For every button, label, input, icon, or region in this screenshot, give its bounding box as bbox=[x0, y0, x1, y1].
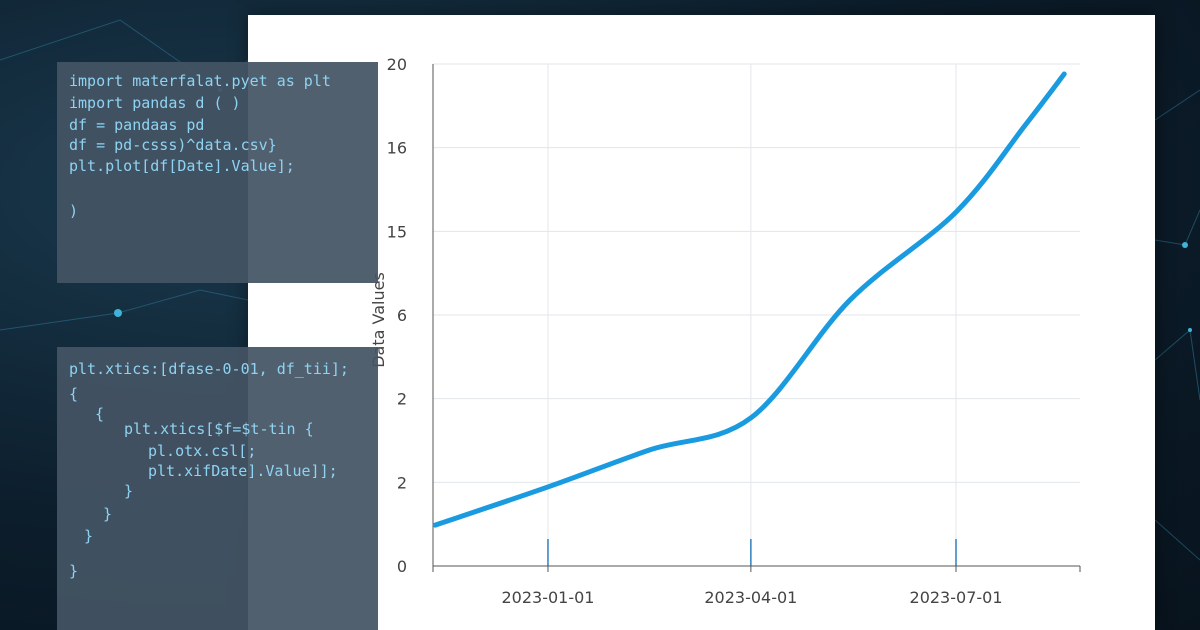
y-tick-label: 15 bbox=[387, 222, 407, 241]
code-panel: plt.xtics:[dfase-0-01, df_tii]; { { plt.… bbox=[57, 347, 378, 630]
y-tick-label: 6 bbox=[397, 306, 407, 325]
y-tick-label: 2 bbox=[397, 473, 407, 492]
code-line: } bbox=[84, 527, 94, 545]
code-line: import pandas d ( ) bbox=[69, 94, 241, 112]
chart-card: Data Values 0 2 2 6 15 16 20 2023-01-01 2023-04-… bbox=[248, 15, 1155, 630]
code-line: } bbox=[124, 482, 134, 500]
code-line: { bbox=[69, 385, 79, 403]
code-line: } bbox=[103, 505, 113, 523]
x-tick-label: 2023-04-01 bbox=[704, 588, 797, 607]
code-line: } bbox=[69, 562, 79, 580]
y-axis-label: Data Values bbox=[369, 272, 388, 368]
y-tick-label: 16 bbox=[387, 139, 407, 158]
code-line: plt.plot[df[Date].Value]; bbox=[69, 157, 295, 175]
code-line: import materfalat.pyet as plt bbox=[69, 72, 331, 90]
code-line: pl.otx.csl[; bbox=[148, 442, 257, 460]
code-line: { bbox=[95, 405, 105, 423]
code-panel: import materfalat.pyet as plt import pan… bbox=[57, 62, 378, 283]
code-line: plt.xtics[$f=$t-tin { bbox=[124, 420, 314, 438]
x-tick-label: 2023-07-01 bbox=[910, 588, 1003, 607]
x-tick-label: 2023-01-01 bbox=[501, 588, 594, 607]
code-line: plt.xtics:[dfase-0-01, df_tii]; bbox=[69, 360, 349, 378]
y-tick-label: 2 bbox=[397, 390, 407, 409]
code-line: df = pd-csss)^data.csv} bbox=[69, 136, 277, 154]
y-tick-label: 20 bbox=[387, 55, 407, 74]
code-line: ) bbox=[69, 202, 79, 220]
data-line bbox=[432, 71, 1067, 528]
y-tick-label: 0 bbox=[397, 557, 407, 576]
code-line: plt.xifDate].Value]]; bbox=[148, 462, 338, 480]
code-line: df = pandaas pd bbox=[69, 116, 205, 134]
chart: Data Values 0 2 2 6 15 16 20 2023-01-01 2023-04-… bbox=[369, 55, 1081, 607]
